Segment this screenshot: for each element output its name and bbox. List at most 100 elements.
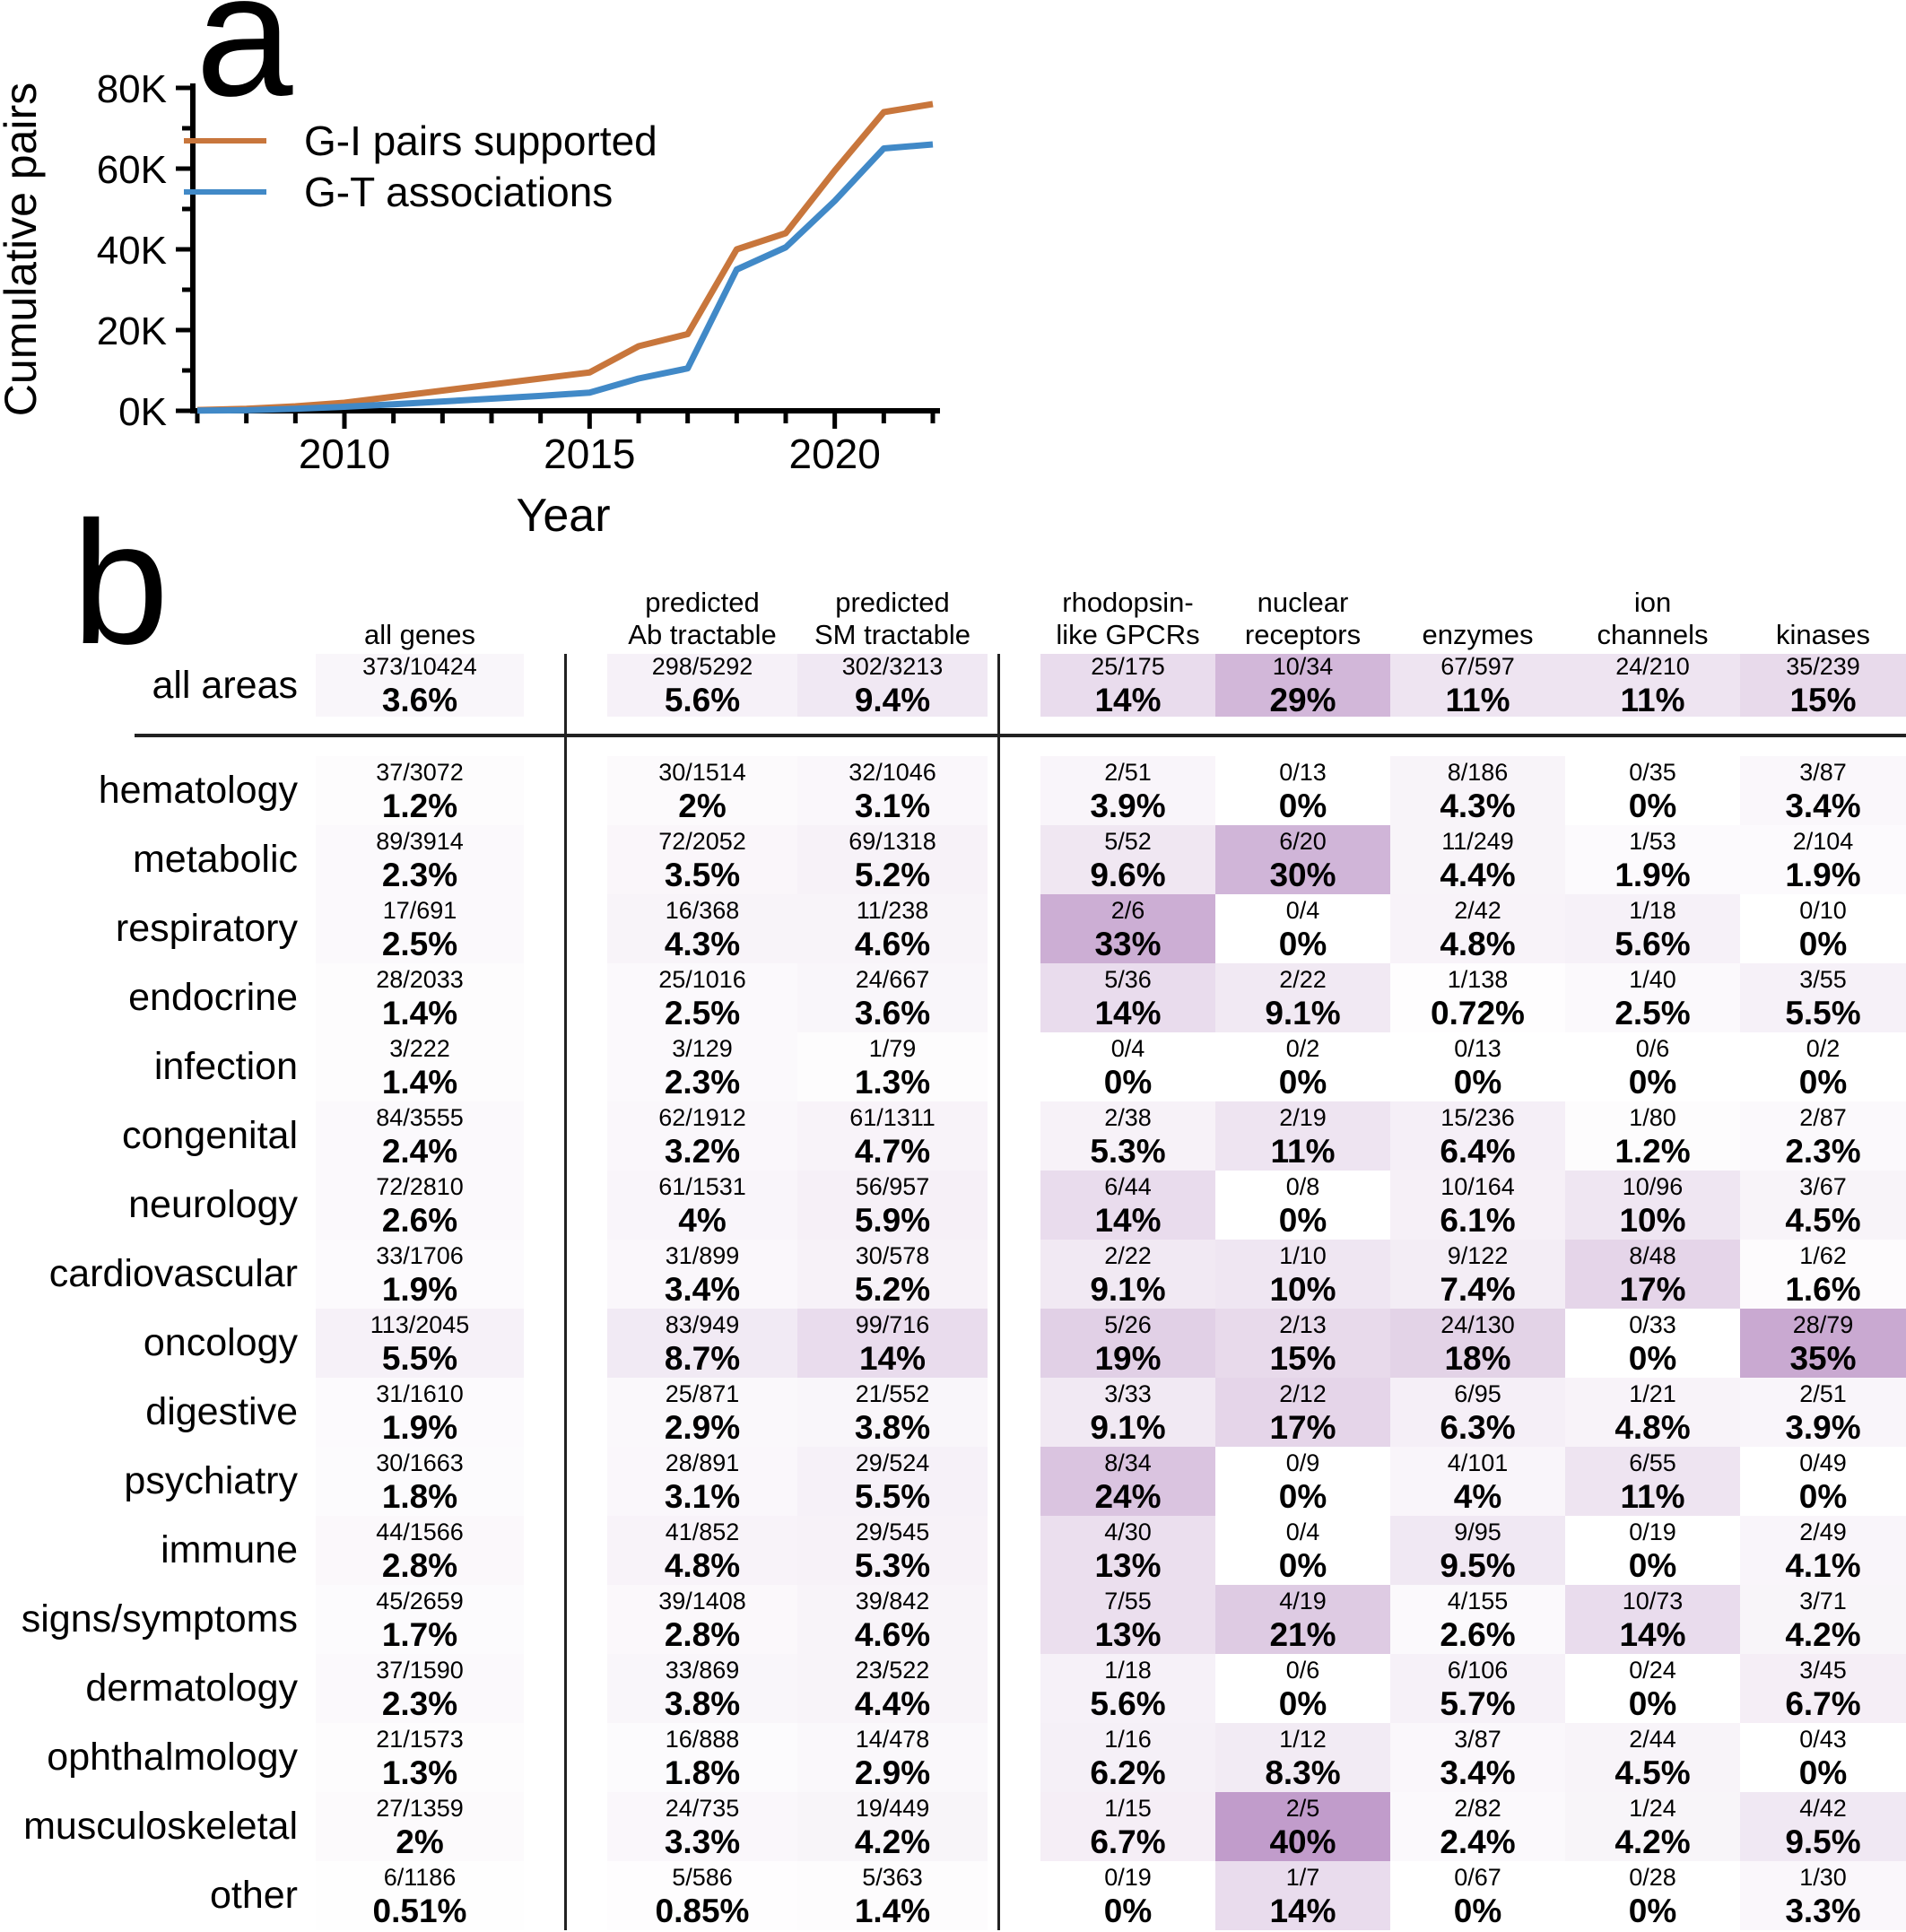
heat-cell: 69/1318 5.2%	[797, 825, 988, 894]
cell-percent: 4.1%	[1785, 1546, 1861, 1584]
cell-percent: 2.3%	[381, 1684, 458, 1722]
cell-percent: 1.9%	[381, 1270, 458, 1308]
y-tick-label: 0K	[118, 390, 167, 434]
heat-cell: 5/36 14%	[1040, 963, 1215, 1032]
heat-cell: 5/586 0.85%	[607, 1861, 797, 1930]
cell-fraction: 1/40	[1629, 965, 1676, 993]
heat-cell: 25/1016 2.5%	[607, 963, 797, 1032]
cell-percent: 3.8%	[854, 1408, 931, 1446]
header-separator-rule	[135, 734, 1906, 737]
cell-percent: 6.1%	[1440, 1201, 1516, 1239]
cell-fraction: 9/95	[1454, 1518, 1501, 1545]
column-header-line: enzymes	[1422, 619, 1534, 650]
cell-fraction: 10/96	[1622, 1172, 1684, 1200]
heat-cell: 39/842 4.6%	[797, 1585, 988, 1654]
column-header-line: predicted	[835, 587, 950, 618]
cell-fraction: 11/238	[856, 896, 929, 924]
cell-percent: 3.6%	[854, 994, 931, 1031]
y-tick-label: 60K	[97, 148, 167, 192]
cell-fraction: 6/95	[1454, 1379, 1501, 1407]
heatmap-row: respiratory 17/691 2.5% 16/368 4.3% 11/238 4.6…	[0, 894, 1906, 963]
cell-fraction: 30/578	[855, 1241, 930, 1269]
cell-percent: 3.1%	[664, 1477, 741, 1515]
row-label: neurology	[128, 1183, 298, 1226]
heat-cell: 1/40 2.5%	[1565, 963, 1740, 1032]
cell-percent: 0.85%	[655, 1892, 750, 1929]
cell-percent: 3.9%	[1785, 1408, 1861, 1446]
cell-fraction: 41/852	[665, 1518, 740, 1545]
cell-fraction: 33/869	[665, 1656, 740, 1684]
cell-fraction: 0/43	[1799, 1725, 1847, 1753]
cell-percent: 0%	[1453, 1063, 1502, 1101]
heat-cell: 0/6 0%	[1215, 1654, 1390, 1723]
cell-fraction: 4/42	[1799, 1794, 1847, 1822]
heat-cell: 1/18 5.6%	[1565, 894, 1740, 963]
cell-percent: 15%	[1269, 1339, 1336, 1377]
heat-cell: 1/138 0.72%	[1390, 963, 1565, 1032]
cell-percent: 1.9%	[381, 1408, 458, 1446]
cell-fraction: 0/13	[1454, 1034, 1501, 1062]
column-divider-2	[997, 654, 1000, 1930]
cell-percent: 0%	[1628, 787, 1677, 824]
heat-cell: 41/852 4.8%	[607, 1516, 797, 1585]
cell-percent: 1.3%	[854, 1063, 931, 1101]
cell-fraction: 25/1016	[658, 965, 746, 993]
heatmap-row: other 6/1186 0.51% 5/586 0.85% 5/363 1.4% 0/19 0…	[0, 1861, 1906, 1930]
cell-fraction: 2/44	[1629, 1725, 1676, 1753]
row-label: signs/symptoms	[21, 1597, 298, 1640]
cell-fraction: 4/30	[1104, 1518, 1152, 1545]
heat-cell: 0/2 0%	[1215, 1032, 1390, 1101]
heat-cell: 4/101 4%	[1390, 1447, 1565, 1516]
cell-fraction: 1/7	[1285, 1863, 1320, 1891]
cell-fraction: 3/55	[1799, 965, 1847, 993]
cell-percent: 11%	[1445, 682, 1510, 718]
cell-fraction: 69/1318	[849, 827, 936, 855]
column-header-line: like GPCRs	[1056, 619, 1200, 650]
cell-fraction: 5/586	[672, 1863, 733, 1891]
heat-cell: 1/24 4.2%	[1565, 1792, 1740, 1861]
heat-cell: 32/1046 3.1%	[797, 756, 988, 825]
cell-fraction: 2/38	[1104, 1103, 1152, 1131]
heat-cell: 72/2052 3.5%	[607, 825, 797, 894]
cell-percent: 3.3%	[1785, 1892, 1861, 1929]
cell-fraction: 25/871	[665, 1379, 740, 1407]
heat-cell: 1/15 6.7%	[1040, 1792, 1215, 1861]
cell-fraction: 6/55	[1629, 1449, 1676, 1476]
row-label: respiratory	[115, 907, 298, 950]
heat-cell: 10/34 29%	[1215, 653, 1390, 718]
column-header-line: ion	[1633, 587, 1672, 618]
heat-cell: 6/44 14%	[1040, 1171, 1215, 1240]
x-axis-tick-labels: 2010 2015 2020	[299, 431, 881, 477]
cell-percent: 29%	[1269, 682, 1336, 718]
heat-cell: 6/106 5.7%	[1390, 1654, 1565, 1723]
heat-cell: 1/16 6.2%	[1040, 1723, 1215, 1792]
cell-fraction: 9/122	[1447, 1241, 1509, 1269]
heat-cell: 3/87 3.4%	[1390, 1723, 1565, 1792]
cell-percent: 3.4%	[1785, 787, 1861, 824]
heat-cell: 2/51 3.9%	[1040, 756, 1215, 825]
heat-cell: 24/735 3.3%	[607, 1792, 797, 1861]
cell-fraction: 1/18	[1629, 896, 1676, 924]
heat-cell: 0/4 0%	[1215, 894, 1390, 963]
cell-fraction: 5/26	[1104, 1310, 1152, 1338]
cell-percent: 4.2%	[1614, 1823, 1691, 1860]
cell-percent: 1.8%	[664, 1754, 741, 1791]
cell-fraction: 0/19	[1629, 1518, 1676, 1545]
row-label: metabolic	[132, 838, 298, 881]
heat-cell: 21/1573 1.3%	[316, 1723, 524, 1792]
heat-cell: 56/957 5.9%	[797, 1171, 988, 1240]
cell-percent: 21%	[1269, 1615, 1336, 1653]
heat-cell: 5/363 1.4%	[797, 1861, 988, 1930]
cell-fraction: 44/1566	[376, 1518, 464, 1545]
cell-percent: 9.4%	[854, 682, 931, 718]
heat-cell: 2/51 3.9%	[1740, 1378, 1906, 1447]
heat-cell: 0/43 0%	[1740, 1723, 1906, 1792]
column-header: enzymes	[1390, 533, 1565, 651]
heat-cell: 1/30 3.3%	[1740, 1861, 1906, 1930]
heat-cell: 0/19 0%	[1040, 1861, 1215, 1930]
cell-percent: 0%	[1103, 1063, 1153, 1101]
cell-percent: 4.3%	[664, 925, 741, 962]
y-axis-major-ticks	[176, 85, 193, 413]
cell-fraction: 10/73	[1622, 1587, 1684, 1614]
line-chart-svg: 0K 20K 40K 60K 80K 2010 2015 2020 Cumulative p…	[0, 67, 940, 542]
